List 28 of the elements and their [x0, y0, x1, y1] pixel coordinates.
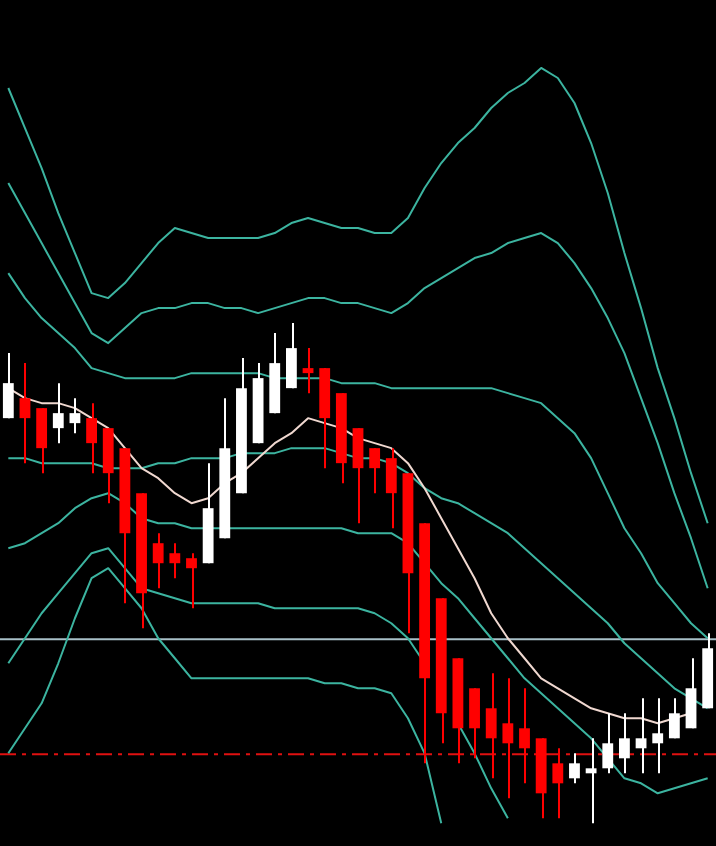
candlestick [69, 397, 81, 435]
candlestick [36, 407, 48, 475]
candlestick [569, 752, 580, 785]
candlestick [635, 697, 647, 775]
candlestick [619, 712, 630, 775]
candlestick [652, 697, 664, 775]
candlestick [485, 672, 497, 780]
candlestick [2, 352, 14, 420]
candlestick [169, 542, 181, 580]
candlestick [86, 402, 97, 475]
candlestick [285, 322, 297, 390]
candlestick [385, 447, 397, 530]
candlestick [102, 427, 114, 505]
candlestick [369, 447, 381, 495]
candlestick [502, 677, 514, 800]
candlestick [602, 712, 614, 775]
candlestick [552, 747, 564, 820]
candlestick [186, 552, 197, 610]
candlestick [469, 687, 480, 760]
candlestick [685, 657, 697, 730]
candlestick [585, 737, 597, 825]
candlestick [19, 362, 31, 465]
candlestick [302, 347, 314, 395]
candlestick [668, 697, 680, 740]
candlestick [152, 532, 164, 590]
candlestick [519, 687, 530, 785]
candlestick [52, 382, 64, 445]
candlestick [352, 427, 364, 525]
